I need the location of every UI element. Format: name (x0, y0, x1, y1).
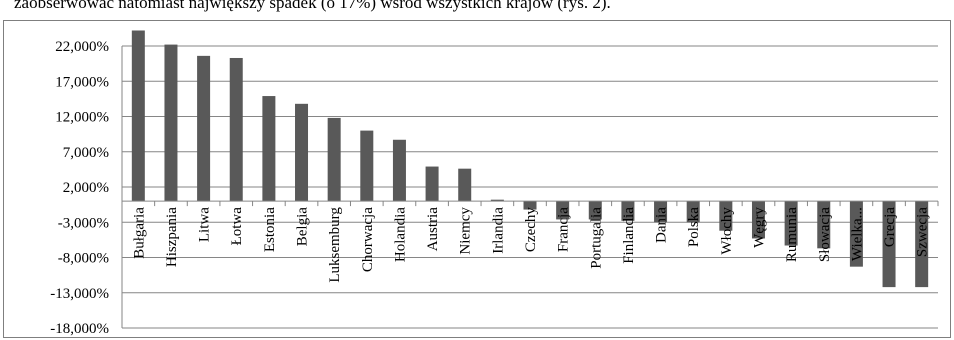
category-label: Czechy (523, 207, 539, 252)
axes (121, 46, 939, 328)
bar (523, 201, 537, 210)
bar (229, 57, 243, 202)
bar (882, 201, 896, 288)
bar (392, 139, 406, 202)
bar (360, 130, 374, 202)
bar (686, 201, 700, 223)
category-label: Niemcy (458, 207, 474, 255)
bar (458, 168, 472, 202)
category-label: Rumunia (784, 207, 800, 262)
category-label: Francja (556, 207, 572, 252)
y-tick-label: -18,000% (50, 321, 109, 337)
category-label: Słowacja (817, 207, 833, 262)
y-tick-label: 12,000% (55, 110, 109, 126)
category-label: Litwa (197, 207, 213, 242)
bar (784, 201, 798, 246)
bar-chart: 22,000% 17,000% 12,000% 7,000% 2,000% -3,000%… (3, 20, 951, 338)
y-tick-label: 7,000% (63, 145, 109, 161)
category-labels: Bułgaria Hiszpania Litwa Łotwa Estonia Belgia… (131, 207, 930, 283)
category-label: Chorwacja (360, 207, 376, 272)
category-label: Polska (686, 207, 702, 247)
category-label: Węgry (751, 207, 767, 248)
category-label: Luksemburg (327, 207, 343, 283)
category-label: Grecja (882, 207, 898, 247)
category-label: Bułgaria (131, 207, 147, 259)
gridlines (122, 45, 938, 329)
bar (295, 103, 309, 202)
y-tick-label: -13,000% (50, 286, 109, 302)
category-label: Włochy (719, 207, 735, 255)
bar (817, 201, 831, 249)
y-tick-label: -8,000% (58, 251, 109, 267)
y-tick-label: 22,000% (55, 39, 109, 55)
bar (131, 30, 145, 202)
bar (621, 201, 635, 221)
category-label: Finlandia (621, 207, 637, 264)
category-label: Holandia (392, 207, 408, 262)
bars (131, 30, 929, 288)
category-label: Portugalia (588, 207, 604, 269)
category-label: Estonia (262, 207, 278, 252)
category-label: Dania (654, 207, 670, 243)
bar (654, 201, 668, 223)
bar (849, 201, 863, 267)
bar (164, 44, 178, 202)
y-tick-label: 17,000% (55, 74, 109, 90)
bar (751, 201, 765, 239)
bar (262, 96, 276, 202)
bar (915, 201, 929, 288)
chart-canvas: 22,000% 17,000% 12,000% 7,000% 2,000% -3,000%… (50, 30, 939, 337)
category-label: Łotwa (229, 207, 245, 246)
bar (719, 201, 733, 231)
category-label: Szwecja (915, 207, 931, 257)
bar (490, 199, 504, 202)
y-axis-ticks: 22,000% 17,000% 12,000% 7,000% 2,000% -3,000%… (50, 39, 109, 337)
bar (556, 201, 570, 220)
y-tick-label: 2,000% (63, 180, 109, 196)
category-label: Wielka... (849, 207, 865, 261)
bar (425, 166, 439, 202)
category-label: Austria (425, 207, 441, 252)
y-tick-label: -3,000% (58, 215, 109, 231)
category-label: Belgia (295, 207, 311, 246)
caption-text: zaobserwować natomiast największy spadek… (14, 0, 611, 12)
category-label: Hiszpania (164, 207, 180, 267)
bar (588, 201, 602, 220)
bar (327, 117, 341, 202)
category-label: Irlandia (490, 207, 506, 254)
bar (197, 55, 211, 202)
